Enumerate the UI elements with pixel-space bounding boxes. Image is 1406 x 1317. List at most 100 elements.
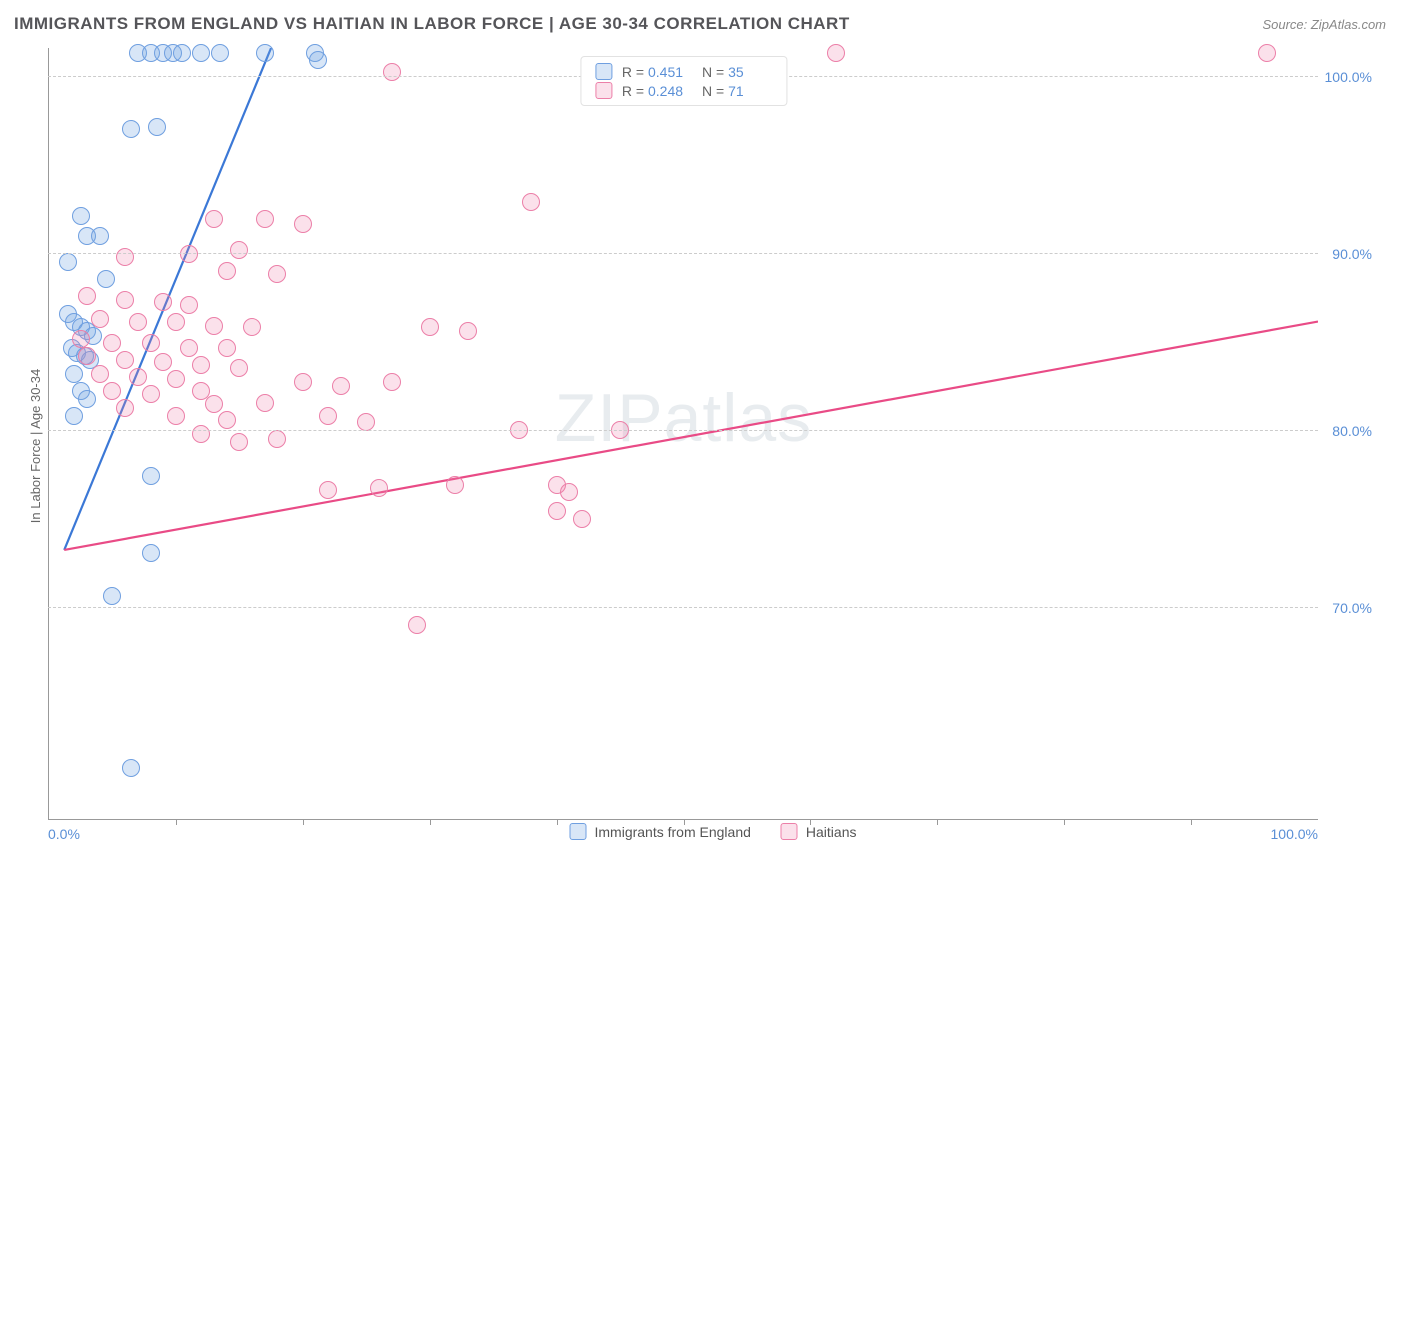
data-point [205, 317, 223, 335]
data-point [268, 430, 286, 448]
data-point [72, 207, 90, 225]
data-point [573, 510, 591, 528]
data-point [459, 322, 477, 340]
data-point [548, 502, 566, 520]
data-point [142, 544, 160, 562]
x-tick [430, 819, 431, 825]
data-point [65, 365, 83, 383]
data-point [103, 382, 121, 400]
y-tick-label: 70.0% [1332, 600, 1372, 616]
data-point [205, 210, 223, 228]
data-point [78, 390, 96, 408]
data-point [148, 118, 166, 136]
data-point [167, 407, 185, 425]
x-tick [557, 819, 558, 825]
swatch-england [595, 63, 612, 80]
swatch-haitians-icon [781, 823, 798, 840]
data-point [309, 51, 327, 69]
data-point [129, 368, 147, 386]
data-point [167, 313, 185, 331]
trendline [64, 322, 1318, 550]
x-label-right: 100.0% [1271, 826, 1318, 842]
data-point [218, 339, 236, 357]
data-point [91, 310, 109, 328]
y-tick-label: 100.0% [1325, 69, 1372, 85]
data-point [167, 370, 185, 388]
data-point [230, 241, 248, 259]
legend-item-england: Immigrants from England [570, 823, 751, 840]
data-point [230, 433, 248, 451]
data-point [319, 407, 337, 425]
data-point [319, 481, 337, 499]
data-point [522, 193, 540, 211]
data-point [122, 120, 140, 138]
data-point [116, 291, 134, 309]
data-point [268, 265, 286, 283]
chart-container: ZIPatlas R = 0.451 N = 35 R = 0.248 N = … [48, 48, 1378, 844]
data-point [192, 425, 210, 443]
x-tick [1191, 819, 1192, 825]
stats-row-haitians: R = 0.248 N = 71 [595, 81, 772, 100]
data-point [122, 759, 140, 777]
data-point [205, 395, 223, 413]
data-point [192, 356, 210, 374]
data-point [91, 365, 109, 383]
data-point [211, 44, 229, 62]
data-point [446, 476, 464, 494]
data-point [383, 373, 401, 391]
data-point [332, 377, 350, 395]
data-point [129, 313, 147, 331]
swatch-england-icon [570, 823, 587, 840]
data-point [78, 287, 96, 305]
data-point [154, 293, 172, 311]
data-point [97, 270, 115, 288]
x-tick [176, 819, 177, 825]
data-point [243, 318, 261, 336]
stats-legend: R = 0.451 N = 35 R = 0.248 N = 71 [580, 56, 787, 106]
data-point [256, 44, 274, 62]
data-point [370, 479, 388, 497]
gridline-h [48, 430, 1318, 431]
data-point [78, 347, 96, 365]
data-point [294, 373, 312, 391]
x-tick [303, 819, 304, 825]
data-point [192, 44, 210, 62]
data-point [383, 63, 401, 81]
y-tick-label: 80.0% [1332, 423, 1372, 439]
data-point [142, 334, 160, 352]
data-point [827, 44, 845, 62]
data-point [103, 587, 121, 605]
legend-bottom: Immigrants from England Haitians [570, 823, 857, 840]
data-point [116, 399, 134, 417]
data-point [1258, 44, 1276, 62]
data-point [65, 407, 83, 425]
data-point [294, 215, 312, 233]
data-point [173, 44, 191, 62]
chart-header: IMMIGRANTS FROM ENGLAND VS HAITIAN IN LA… [0, 0, 1406, 44]
data-point [116, 351, 134, 369]
trendlines-svg [49, 48, 1318, 1317]
y-tick-label: 90.0% [1332, 246, 1372, 262]
y-axis-label: In Labor Force | Age 30-34 [28, 369, 43, 523]
x-tick [937, 819, 938, 825]
legend-item-haitians: Haitians [781, 823, 857, 840]
gridline-h [48, 607, 1318, 608]
data-point [218, 411, 236, 429]
swatch-haitians [595, 82, 612, 99]
data-point [142, 385, 160, 403]
chart-title: IMMIGRANTS FROM ENGLAND VS HAITIAN IN LA… [14, 14, 850, 34]
data-point [72, 330, 90, 348]
plot-area: ZIPatlas R = 0.451 N = 35 R = 0.248 N = … [48, 48, 1318, 820]
x-label-left: 0.0% [48, 826, 80, 842]
data-point [256, 210, 274, 228]
data-point [560, 483, 578, 501]
data-point [154, 353, 172, 371]
chart-source: Source: ZipAtlas.com [1262, 17, 1386, 32]
data-point [180, 339, 198, 357]
gridline-h [48, 253, 1318, 254]
data-point [230, 359, 248, 377]
data-point [218, 262, 236, 280]
data-point [91, 227, 109, 245]
data-point [142, 467, 160, 485]
data-point [103, 334, 121, 352]
